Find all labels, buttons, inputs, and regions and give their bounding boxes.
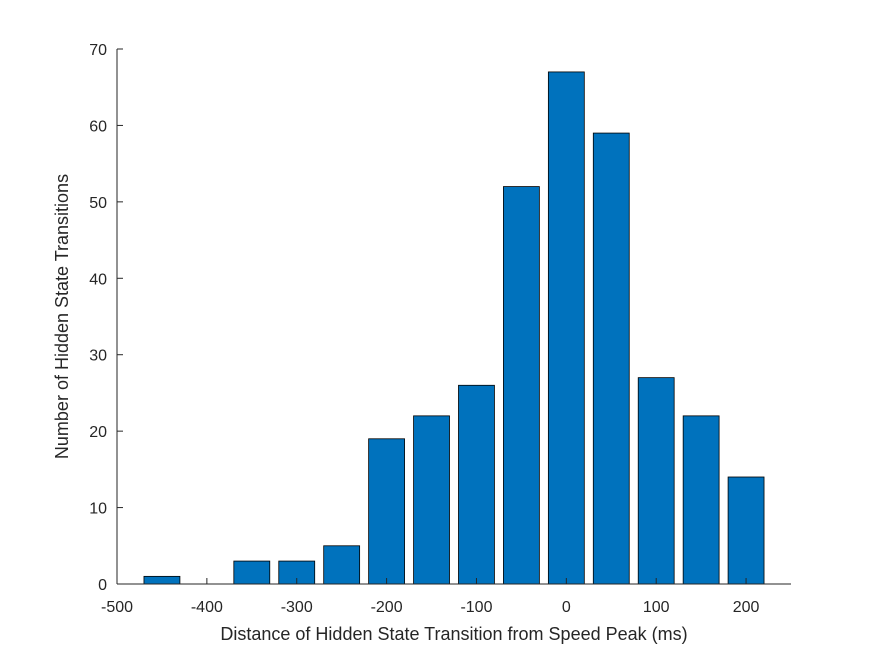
histogram-bar (368, 438, 405, 585)
histogram-bar (547, 71, 585, 585)
x-tick-label: -200 (371, 599, 403, 616)
x-tick-label: 100 (643, 599, 670, 616)
y-tick-label: 0 (98, 577, 107, 594)
y-tick-label: 10 (89, 501, 107, 518)
y-tick-label: 20 (89, 424, 107, 441)
histogram-bar (727, 476, 765, 585)
y-tick-label: 30 (89, 348, 107, 365)
histogram-bar (682, 415, 720, 585)
x-axis-label: Distance of Hidden State Transition from… (220, 624, 687, 644)
histogram-bar (458, 384, 495, 585)
y-tick-label: 40 (89, 271, 107, 288)
histogram-bar (323, 545, 361, 585)
x-tick-label: 200 (733, 599, 760, 616)
y-tick-label: 70 (89, 42, 107, 59)
y-tick-label: 60 (89, 118, 107, 135)
histogram-bar (233, 560, 271, 585)
histogram-bar (637, 377, 675, 585)
x-tick-label: 0 (562, 599, 571, 616)
x-tick-label: -300 (281, 599, 313, 616)
y-tick-label: 50 (89, 195, 107, 212)
bars-group (143, 71, 765, 585)
histogram-bar (413, 415, 450, 585)
histogram-bar (143, 575, 181, 585)
y-axis-label: Number of Hidden State Transitions (52, 174, 72, 459)
x-tick-label: -400 (191, 599, 223, 616)
x-tick-label: -100 (460, 599, 492, 616)
histogram-bar (503, 186, 540, 585)
histogram-bar (592, 132, 630, 585)
x-tick-label: -500 (101, 599, 133, 616)
axes-group: -500 -400 -300 -200 -100 0 100 200 0 10 20 30 40 50 60… (89, 42, 791, 616)
